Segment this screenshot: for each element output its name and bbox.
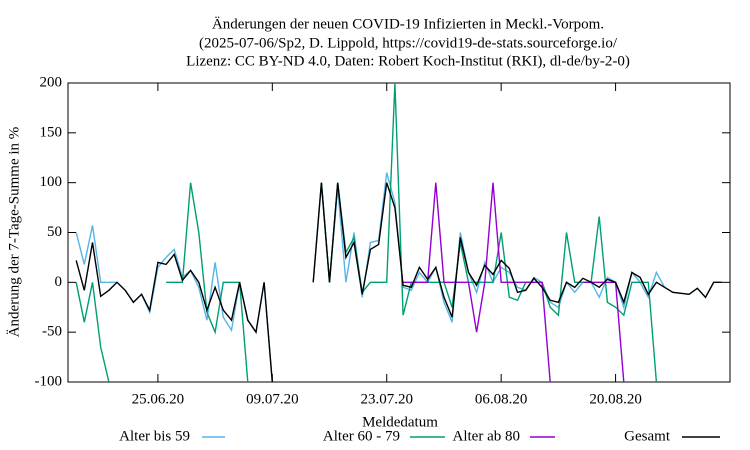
legend-label: Alter bis 59 <box>119 428 190 444</box>
x-tick-label: 25.06.20 <box>132 391 185 407</box>
x-tick-label: 06.08.20 <box>475 391 528 407</box>
series-line <box>75 182 722 382</box>
plot-area <box>75 83 722 382</box>
x-axis-label: Meldedatum <box>362 414 438 430</box>
legend-label: Gesamt <box>624 428 671 444</box>
x-tick-label: 20.08.20 <box>589 391 642 407</box>
x-tick-label: 23.07.20 <box>360 391 413 407</box>
chart-subtitle: Lizenz: CC BY-ND 4.0, Daten: Robert Koch… <box>186 53 630 69</box>
chart-title: Änderungen der neuen COVID-19 Infizierte… <box>212 15 604 32</box>
y-tick-label: 0 <box>55 274 63 290</box>
y-axis-label: Änderung der 7-Tage-Summe in % <box>5 127 22 338</box>
y-tick-label: 150 <box>40 124 63 140</box>
y-tick-label: -50 <box>42 324 62 340</box>
y-tick-label: 200 <box>40 74 63 90</box>
legend-label: Alter 60 - 79 <box>323 428 400 444</box>
y-tick-label: 100 <box>40 174 63 190</box>
plot-border <box>67 82 731 383</box>
legend-label: Alter ab 80 <box>453 428 520 444</box>
series-line <box>75 83 658 382</box>
x-tick-label: 09.07.20 <box>246 391 299 407</box>
y-tick-label: 50 <box>47 224 62 240</box>
chart-subtitle: (2025-07-06/Sp2, D. Lippold, https://cov… <box>199 35 618 51</box>
y-tick-label: -100 <box>35 373 63 389</box>
